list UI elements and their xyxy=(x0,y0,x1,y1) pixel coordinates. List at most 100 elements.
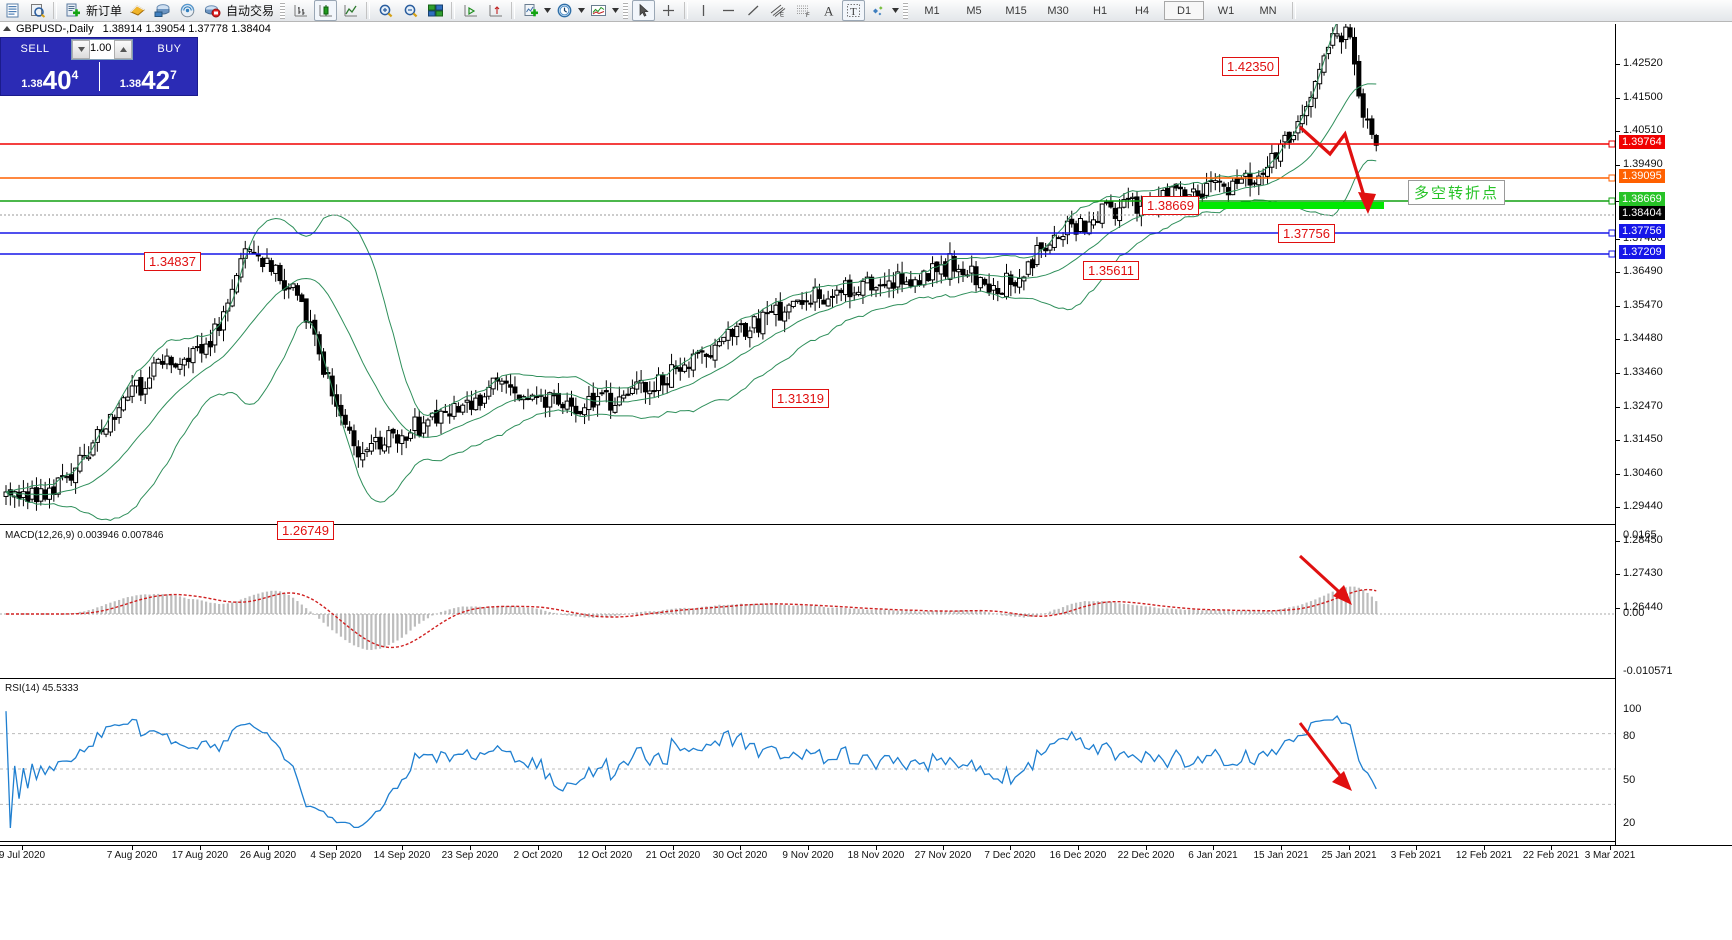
date-axis[interactable]: 9 Jul 2020 7 Aug 2020 17 Aug 2020 26 Aug 20… xyxy=(0,845,1732,870)
sell-price[interactable]: 1.38 40 4 xyxy=(1,60,99,93)
objects-icon[interactable] xyxy=(587,0,610,21)
buy-button[interactable]: BUY xyxy=(157,43,182,55)
toolbar-grip[interactable] xyxy=(623,2,629,19)
bar-chart-icon[interactable] xyxy=(289,0,312,21)
price-tick xyxy=(1616,608,1620,609)
sell-button[interactable]: SELL xyxy=(20,43,50,55)
svg-text:F: F xyxy=(806,13,810,18)
svg-text:E: E xyxy=(780,13,784,18)
template-icon[interactable] xyxy=(424,0,447,21)
timeframe-d1[interactable]: D1 xyxy=(1164,1,1205,20)
octp-price-row: 1.38 40 4 1.38 42 7 xyxy=(1,60,197,93)
timeframe-h1[interactable]: H1 xyxy=(1093,4,1108,17)
auto-trading-label[interactable]: 自动交易 xyxy=(226,4,275,18)
timeframe-m15[interactable]: M15 xyxy=(1005,4,1027,17)
timeframe-m5[interactable]: M5 xyxy=(966,4,982,17)
text-label-icon[interactable]: F xyxy=(792,0,815,21)
terminal-icon[interactable] xyxy=(1,0,24,21)
horizontal-line-icon[interactable] xyxy=(717,0,740,21)
buy-price[interactable]: 1.38 42 7 xyxy=(100,60,198,93)
expert-advisors-icon[interactable] xyxy=(126,0,149,21)
price-tick-label: 1.35470 xyxy=(1623,299,1663,311)
trendline-icon[interactable] xyxy=(742,0,765,21)
navigator-icon[interactable] xyxy=(151,0,174,21)
price-tick xyxy=(1616,574,1620,575)
indicators-icon[interactable] xyxy=(519,0,542,21)
toolbar-separator xyxy=(684,2,689,19)
date-label: 15 Jan 2021 xyxy=(1253,850,1309,861)
chevron-down-icon[interactable] xyxy=(543,1,552,20)
timeframe-mn[interactable]: MN xyxy=(1259,4,1277,17)
period-icon[interactable] xyxy=(553,0,576,21)
toolbar-grip[interactable] xyxy=(280,2,286,19)
price-tick-label: 1.41500 xyxy=(1623,91,1663,103)
price-pane[interactable]: 1.42350 1.38669 1.37756 1.35611 1.34837 1.313… xyxy=(0,0,1616,540)
timeframe-m1[interactable]: M1 xyxy=(924,4,940,17)
cursor-icon[interactable] xyxy=(632,0,656,21)
macd-pane[interactable]: MACD(12,26,9) 0.003946 0.007846 xyxy=(0,528,1615,679)
price-level-tag[interactable]: 1.39095 xyxy=(1619,169,1665,183)
price-level-tag[interactable]: 1.37209 xyxy=(1619,245,1665,259)
macd-label: MACD(12,26,9) 0.003946 0.007846 xyxy=(3,530,166,541)
price-tick xyxy=(1616,373,1620,374)
data-window-icon[interactable] xyxy=(26,0,49,21)
price-callout[interactable]: 1.38669 xyxy=(1142,196,1199,215)
zoom-in-icon[interactable] xyxy=(374,0,397,21)
volume-increase-button[interactable] xyxy=(114,39,133,59)
toolbar-grip[interactable] xyxy=(903,2,909,19)
chevron-down-icon[interactable] xyxy=(891,1,900,20)
sell-price-prefix: 1.38 xyxy=(21,78,43,90)
date-tick xyxy=(1484,846,1485,850)
price-callout[interactable]: 1.26749 xyxy=(277,521,334,540)
date-tick xyxy=(470,846,471,850)
price-level-tag[interactable]: 1.39764 xyxy=(1619,135,1665,149)
indicator-scale-label: 20 xyxy=(1623,817,1636,829)
auto-trading-icon[interactable] xyxy=(201,0,224,21)
timeframe-w1[interactable]: W1 xyxy=(1217,4,1235,17)
new-order-icon[interactable] xyxy=(61,0,84,21)
price-callout[interactable]: 1.35611 xyxy=(1083,261,1140,280)
price-level-tag[interactable]: 1.38404 xyxy=(1619,206,1665,220)
svg-text:T: T xyxy=(850,6,857,18)
signals-icon[interactable] xyxy=(176,0,199,21)
chevron-down-icon[interactable] xyxy=(577,1,586,20)
chevron-down-icon[interactable] xyxy=(611,1,620,20)
price-level-tag[interactable]: 1.37756 xyxy=(1619,224,1665,238)
text-box-icon[interactable]: T xyxy=(842,0,866,21)
divider xyxy=(98,62,100,91)
line-chart-icon[interactable] xyxy=(339,0,362,21)
price-tick xyxy=(1616,98,1620,99)
price-callout[interactable]: 1.31319 xyxy=(772,389,829,408)
collapse-icon[interactable] xyxy=(3,26,11,31)
price-level-tag[interactable]: 1.38669 xyxy=(1619,192,1665,206)
price-callout[interactable]: 1.37756 xyxy=(1278,224,1335,243)
zoom-out-icon[interactable] xyxy=(399,0,422,21)
symbol-ohlc: 1.38914 1.39054 1.37778 1.38404 xyxy=(102,22,271,35)
text-icon[interactable]: A xyxy=(817,0,840,21)
rsi-pane[interactable]: RSI(14) 45.5333 xyxy=(0,681,1615,842)
auto-scroll-icon[interactable] xyxy=(459,0,482,21)
vertical-line-icon[interactable] xyxy=(692,0,715,21)
price-callout[interactable]: 1.42350 xyxy=(1222,57,1279,76)
timeframe-h4[interactable]: H4 xyxy=(1135,4,1150,17)
candlestick-chart-icon[interactable] xyxy=(314,0,338,21)
new-order-label[interactable]: 新订单 xyxy=(86,4,123,18)
date-tick xyxy=(673,846,674,850)
one-click-trading-panel[interactable]: SELL 1.00 BUY 1.38 40 4 1.38 42 7 xyxy=(0,37,198,96)
volume-decrease-button[interactable] xyxy=(72,39,90,59)
chinese-annotation[interactable]: 多空转折点 xyxy=(1408,180,1506,205)
chart-shift-icon[interactable] xyxy=(484,0,507,21)
date-label: 16 Dec 2020 xyxy=(1049,850,1107,861)
volume-stepper[interactable]: 1.00 xyxy=(71,38,134,60)
crosshair-icon[interactable] xyxy=(657,0,680,21)
drawings-icon[interactable] xyxy=(867,0,890,21)
timeframe-m30[interactable]: M30 xyxy=(1047,4,1069,17)
macd-svg xyxy=(0,554,1615,650)
price-axis[interactable]: 1.425201.415001.405101.394901.384041.374… xyxy=(1615,24,1732,845)
indicator-scale-label: 0.00 xyxy=(1623,607,1645,619)
equidistant-channel-icon[interactable]: E xyxy=(767,0,790,21)
volume-input[interactable]: 1.00 xyxy=(90,41,112,54)
price-callout[interactable]: 1.34837 xyxy=(144,252,201,271)
date-label: 7 Aug 2020 xyxy=(106,850,158,861)
